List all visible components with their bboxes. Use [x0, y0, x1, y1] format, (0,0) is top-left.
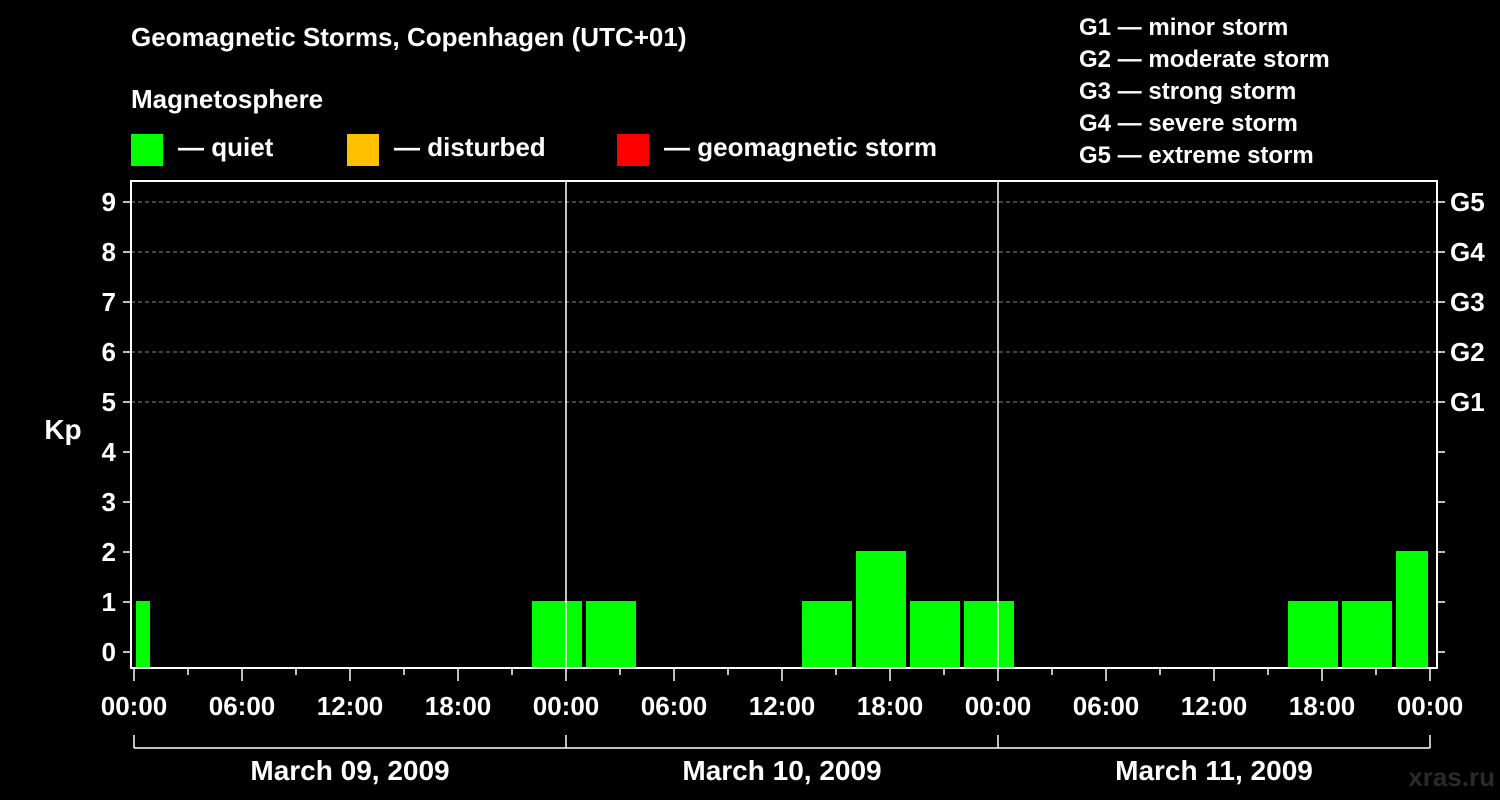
x-tick-label: 06:00: [209, 691, 276, 721]
x-tick-label: 06:00: [1073, 691, 1140, 721]
y-tick-label: 6: [102, 337, 116, 367]
legend-swatch-storm: [617, 134, 649, 166]
kp-bar-9: [1396, 551, 1428, 668]
legend-swatch-disturbed: [347, 134, 379, 166]
legend-label-storm: — geomagnetic storm: [664, 132, 938, 162]
x-tick-label: 00:00: [1397, 691, 1464, 721]
kp-bar-3: [802, 601, 852, 668]
storm-level-label: G1: [1450, 387, 1485, 417]
storm-level-label: G4: [1450, 237, 1485, 267]
y-axis-label: Kp: [44, 414, 81, 445]
scale-g1: G1 — minor storm: [1079, 14, 1289, 41]
y-tick-label: 4: [102, 437, 117, 467]
legend-label-disturbed: — disturbed: [394, 132, 546, 162]
kp-bar-1: [532, 601, 582, 668]
kp-bar-2: [586, 601, 636, 668]
x-tick-label: 06:00: [641, 691, 708, 721]
kp-bar-4: [856, 551, 906, 668]
legend-swatch-quiet: [131, 134, 163, 166]
chart-subtitle: Magnetosphere: [131, 84, 324, 114]
storm-level-label: G2: [1450, 337, 1485, 367]
day-label: March 10, 2009: [682, 755, 881, 786]
day-label: March 09, 2009: [250, 755, 449, 786]
y-tick-label: 0: [102, 637, 116, 667]
day-label: March 11, 2009: [1115, 755, 1313, 786]
y-tick-label: 7: [102, 287, 116, 317]
y-tick-label: 2: [102, 537, 116, 567]
x-tick-label: 18:00: [425, 691, 492, 721]
y-tick-label: 3: [102, 487, 116, 517]
storm-level-label: G5: [1450, 187, 1485, 217]
kp-bar-6: [964, 601, 1014, 668]
kp-bar-8: [1342, 601, 1392, 668]
x-tick-label: 00:00: [101, 691, 168, 721]
x-tick-label: 18:00: [1289, 691, 1356, 721]
kp-bar-5: [910, 601, 960, 668]
scale-g5: G5 — extreme storm: [1079, 142, 1314, 169]
scale-g3: G3 — strong storm: [1079, 78, 1297, 105]
scale-g2: G2 — moderate storm: [1079, 46, 1330, 73]
y-tick-label: 1: [102, 587, 116, 617]
x-tick-label: 12:00: [1181, 691, 1248, 721]
storm-level-label: G3: [1450, 287, 1485, 317]
x-tick-label: 00:00: [965, 691, 1032, 721]
y-tick-label: 5: [102, 387, 116, 417]
y-tick-label: 9: [102, 187, 116, 217]
kp-bar-7: [1288, 601, 1338, 668]
x-tick-label: 18:00: [857, 691, 924, 721]
y-tick-label: 8: [102, 237, 116, 267]
kp-bar-0: [136, 601, 150, 668]
chart-title: Geomagnetic Storms, Copenhagen (UTC+01): [131, 22, 687, 52]
watermark: xras.ru: [1408, 762, 1495, 792]
x-tick-label: 12:00: [317, 691, 384, 721]
x-tick-label: 12:00: [749, 691, 816, 721]
x-tick-label: 00:00: [533, 691, 600, 721]
scale-g4: G4 — severe storm: [1079, 110, 1298, 137]
plot-frame: [130, 180, 1438, 669]
legend-label-quiet: — quiet: [178, 132, 274, 162]
